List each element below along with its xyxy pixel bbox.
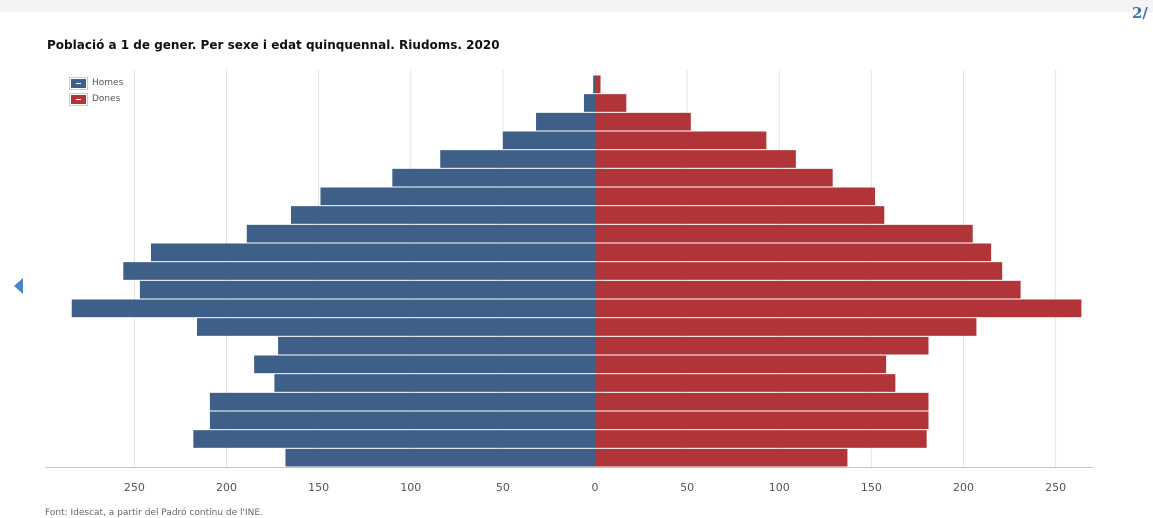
bar-homes[interactable]: [440, 150, 595, 168]
bar-dones[interactable]: [595, 94, 627, 112]
bar-homes[interactable]: [139, 280, 595, 299]
bar-homes[interactable]: [320, 187, 595, 206]
x-tick-label: 250: [124, 481, 145, 494]
bar-dones[interactable]: [595, 299, 1082, 318]
bar-dones[interactable]: [595, 187, 876, 206]
legend-item-dones[interactable]: Dones: [70, 91, 123, 107]
legend-item-homes[interactable]: Homes: [70, 75, 123, 91]
bar-dones[interactable]: [595, 392, 929, 411]
bar-dones[interactable]: [595, 262, 1003, 280]
bar-homes[interactable]: [209, 392, 596, 411]
x-tick-label: 0: [592, 481, 599, 494]
top-strip: [0, 0, 1153, 12]
previous-arrow-icon[interactable]: [14, 278, 23, 294]
bar-dones[interactable]: [595, 131, 767, 150]
bar-dones[interactable]: [595, 224, 973, 243]
legend: Homes Dones: [70, 75, 123, 107]
x-tick-label: 250: [1045, 481, 1066, 494]
bar-dones[interactable]: [595, 168, 833, 187]
x-tick-label: 150: [308, 481, 329, 494]
bar-dones[interactable]: [595, 411, 929, 430]
bar-homes[interactable]: [593, 75, 595, 94]
x-axis: 250 200 150 100 50 0 50 100 150 200 250: [45, 467, 1093, 494]
x-tick-label: 50: [496, 481, 510, 494]
bar-homes[interactable]: [254, 355, 595, 374]
bar-dones[interactable]: [595, 206, 885, 224]
bar-homes[interactable]: [583, 94, 595, 112]
bar-homes[interactable]: [150, 243, 595, 262]
bar-dones[interactable]: [595, 355, 887, 374]
bar-homes[interactable]: [246, 224, 595, 243]
legend-label-dones: Dones: [92, 94, 121, 104]
bar-homes[interactable]: [197, 318, 595, 336]
bar-dones[interactable]: [595, 430, 927, 448]
bar-dones[interactable]: [595, 318, 977, 336]
bar-dones[interactable]: [595, 280, 1021, 299]
bar-homes[interactable]: [392, 168, 595, 187]
bar-dones[interactable]: [595, 374, 896, 392]
source-note: Font: Idescat, a partir del Padró contin…: [45, 508, 263, 518]
chart-title: Població a 1 de gener. Per sexe i edat q…: [47, 38, 500, 52]
x-tick-label: 100: [769, 481, 790, 494]
x-tick-label: 150: [861, 481, 882, 494]
bar-homes[interactable]: [290, 206, 595, 224]
bar-homes[interactable]: [278, 336, 595, 355]
bar-dones[interactable]: [595, 448, 848, 467]
bar-homes[interactable]: [502, 131, 595, 150]
x-tick-label: 50: [680, 481, 694, 494]
bars: [71, 75, 1082, 467]
bar-homes[interactable]: [536, 112, 595, 131]
bar-dones[interactable]: [595, 112, 691, 131]
bar-dones[interactable]: [595, 336, 929, 355]
x-tick-label: 100: [400, 481, 421, 494]
legend-swatch-homes: [70, 77, 87, 89]
bar-homes[interactable]: [71, 299, 596, 318]
bar-dones[interactable]: [595, 150, 796, 168]
page-indicator[interactable]: 2/: [1132, 4, 1148, 22]
bar-dones[interactable]: [595, 75, 601, 94]
bar-homes[interactable]: [123, 262, 595, 280]
x-tick-label: 200: [953, 481, 974, 494]
bar-homes[interactable]: [193, 430, 595, 448]
bar-homes[interactable]: [285, 448, 595, 467]
bar-homes[interactable]: [274, 374, 595, 392]
x-tick-label: 200: [216, 481, 237, 494]
legend-label-homes: Homes: [92, 78, 124, 88]
bar-dones[interactable]: [595, 243, 992, 262]
legend-swatch-dones: [70, 93, 87, 105]
bar-homes[interactable]: [209, 411, 596, 430]
